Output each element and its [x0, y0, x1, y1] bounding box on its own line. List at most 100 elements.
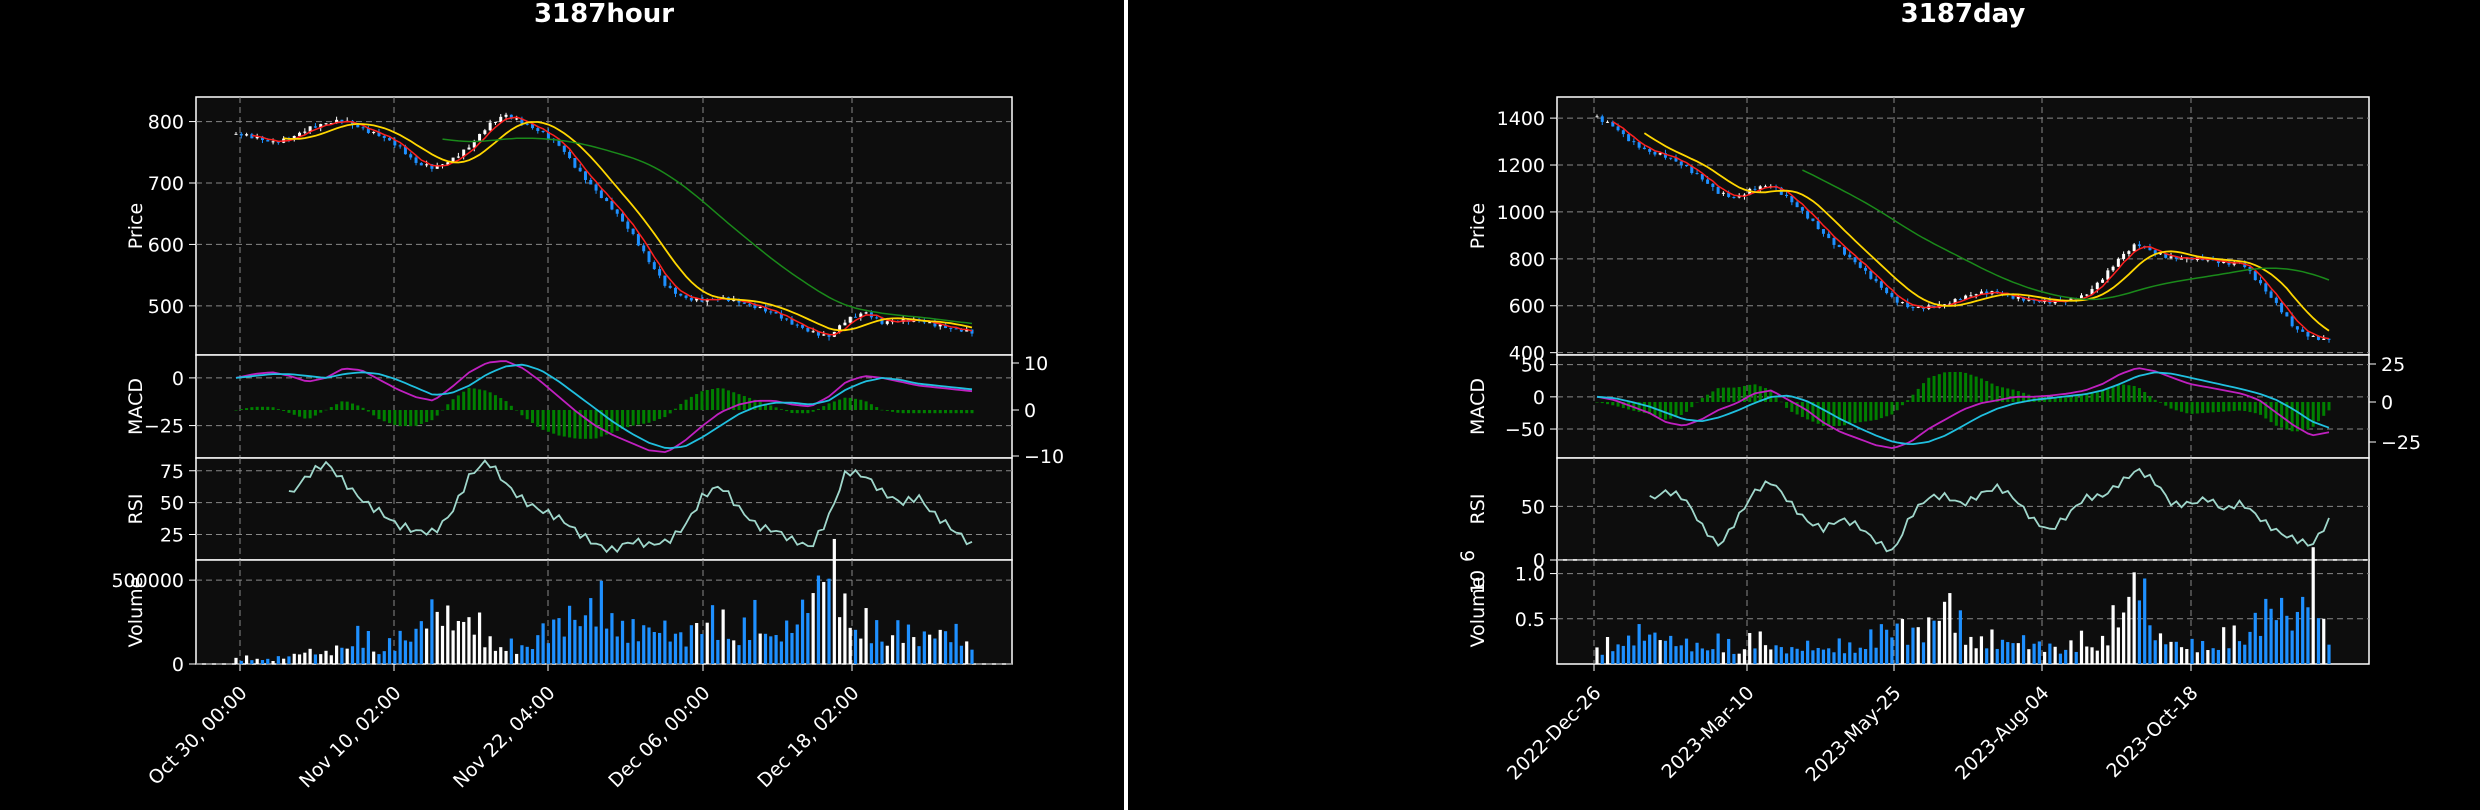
- volume-bar: [557, 618, 561, 664]
- histogram-bar: [869, 404, 873, 410]
- volume-bar: [2253, 612, 2257, 664]
- volume-exponent-power: 6: [1457, 550, 1479, 562]
- candle-body: [2132, 244, 2136, 252]
- volume-bar: [2201, 640, 2205, 664]
- histogram-bar: [568, 410, 572, 438]
- volume-bar: [2100, 635, 2105, 664]
- candles: [234, 112, 974, 341]
- volume-bar: [451, 630, 455, 664]
- candle-body: [531, 124, 535, 129]
- volume-bar: [811, 593, 815, 664]
- volume-bar: [1621, 645, 1625, 664]
- volume-bar: [419, 621, 423, 664]
- candle-body: [393, 140, 397, 146]
- histogram-bar: [716, 388, 720, 410]
- candle-body: [1790, 196, 1794, 203]
- volume-bar: [1848, 642, 1852, 664]
- volume-bar: [2021, 635, 2026, 664]
- histogram-bar: [546, 410, 550, 432]
- macd-y-tick-label: 50: [1521, 355, 1545, 377]
- candle-body: [573, 158, 577, 168]
- histogram-bar: [885, 410, 889, 411]
- candle-body: [599, 190, 603, 199]
- volume-bar: [366, 630, 370, 664]
- candle-body: [2180, 258, 2184, 260]
- ma-long-line: [442, 137, 973, 325]
- candle-body: [536, 128, 540, 131]
- histogram-bar: [2237, 402, 2241, 411]
- histogram-bar: [1795, 402, 1799, 415]
- volume-bar: [838, 617, 842, 664]
- volume-bar: [2095, 650, 2099, 664]
- histogram-bar: [642, 410, 646, 424]
- volume-bar: [922, 631, 926, 664]
- candle-body: [2127, 251, 2131, 254]
- histogram-bar: [726, 390, 730, 410]
- volume-bar: [319, 654, 323, 664]
- volume-bar: [2169, 641, 2173, 664]
- candle-body: [2174, 256, 2178, 259]
- price-axis-label: Price: [125, 203, 147, 249]
- histogram-bar: [1906, 400, 1910, 402]
- volume-bar: [843, 593, 847, 664]
- volume-bar: [599, 580, 603, 664]
- volume-bar: [2264, 598, 2268, 664]
- volume-bar: [610, 613, 614, 664]
- candle-body: [1900, 302, 1904, 304]
- candle-body: [1669, 157, 1673, 159]
- figure-3187day: 3187day 2022-Dec-26 2023-Mar-10 2023-May-25…: [1354, 0, 2480, 810]
- candle-body: [515, 118, 519, 120]
- volume-bar: [1927, 617, 1931, 664]
- histogram-bar: [509, 405, 513, 410]
- histogram-bar: [1764, 388, 1768, 402]
- volume-axis-label: Volume: [125, 577, 147, 648]
- candle-body: [2327, 338, 2331, 340]
- price-y-tick-label: 700: [148, 173, 184, 195]
- histogram-bar: [266, 406, 270, 410]
- volume-bar: [2006, 642, 2010, 664]
- histogram-bar: [1895, 402, 1899, 411]
- histogram-bar: [827, 403, 831, 410]
- volume-bar: [1811, 650, 1815, 664]
- histogram-bar: [282, 410, 286, 411]
- candle-body: [2106, 270, 2110, 280]
- histogram-bar: [531, 410, 535, 424]
- candle-body: [2158, 253, 2162, 255]
- histogram-bar: [658, 410, 662, 419]
- volume-bar: [2216, 649, 2221, 664]
- volume-bar: [1679, 645, 1683, 664]
- volume-bar: [906, 624, 911, 664]
- histogram-bar: [1885, 402, 1889, 417]
- histogram-bar: [377, 410, 381, 420]
- histogram-bar: [668, 410, 672, 414]
- histogram-bar: [1821, 402, 1825, 426]
- volume-bar: [552, 619, 556, 664]
- ma-short-line: [1612, 120, 2330, 340]
- volume-bar: [2158, 633, 2163, 664]
- histogram-bar: [917, 410, 921, 414]
- volume-bar: [488, 636, 492, 664]
- candle-body: [605, 198, 609, 202]
- macd-right-tick-label: −25: [2381, 432, 2421, 454]
- candle-body: [753, 303, 757, 309]
- volume-bar: [1885, 629, 1889, 664]
- candle-body: [1658, 153, 1662, 155]
- histogram-bar: [806, 410, 810, 414]
- volume-bar: [2285, 615, 2289, 664]
- histogram-bar: [811, 410, 815, 412]
- volume-bar: [282, 658, 286, 664]
- candle-body: [467, 147, 471, 150]
- candle-body: [2122, 253, 2126, 259]
- candle-body: [499, 116, 503, 122]
- candle-body: [319, 124, 323, 128]
- candle-body: [1700, 173, 1704, 180]
- volume-bar: [435, 611, 439, 664]
- candle-body: [1979, 291, 1983, 295]
- candle-body: [742, 302, 746, 304]
- volume-bar: [2074, 651, 2078, 664]
- x-tick-label: 2023-Mar-10: [1658, 682, 1759, 783]
- volume-bar: [483, 647, 487, 664]
- candle-body: [2016, 296, 2020, 299]
- histogram-bar: [1927, 377, 1931, 402]
- volume-exponent-base: 10: [1467, 570, 1489, 594]
